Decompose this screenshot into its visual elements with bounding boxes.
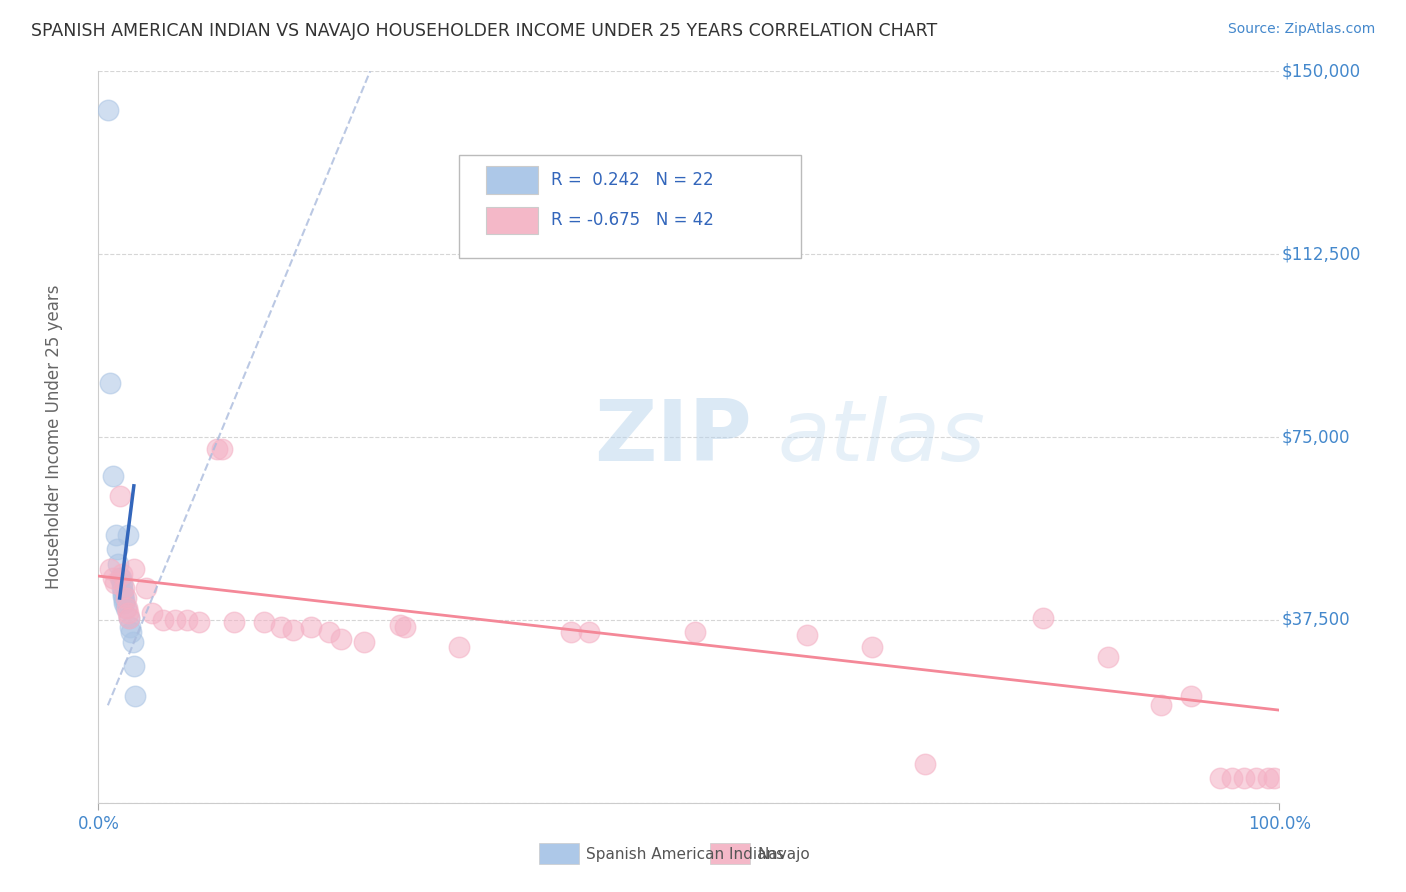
Point — [110, 572, 132, 586]
Text: ZIP: ZIP — [595, 395, 752, 479]
Point — [112, 589, 135, 603]
Point — [111, 576, 134, 591]
Point — [122, 659, 145, 673]
Point — [121, 625, 143, 640]
Point — [1233, 772, 1256, 786]
Point — [121, 635, 143, 649]
FancyBboxPatch shape — [458, 155, 801, 258]
Point — [388, 617, 411, 632]
Point — [211, 442, 233, 457]
Point — [1209, 772, 1232, 786]
Point — [1032, 610, 1054, 624]
Point — [135, 581, 157, 595]
Point — [1097, 649, 1119, 664]
Point — [115, 600, 138, 615]
Point — [105, 527, 128, 541]
Point — [560, 625, 582, 640]
Point — [1150, 698, 1173, 713]
Point — [1257, 772, 1279, 786]
Text: $112,500: $112,500 — [1282, 245, 1361, 263]
Point — [152, 613, 174, 627]
Point — [176, 613, 198, 627]
Point — [108, 489, 131, 503]
Point — [107, 557, 129, 571]
Point — [114, 600, 136, 615]
Text: $37,500: $37,500 — [1282, 611, 1350, 629]
Point — [122, 562, 145, 576]
Point — [1263, 772, 1285, 786]
Text: $150,000: $150,000 — [1282, 62, 1361, 80]
Point — [578, 625, 600, 640]
Point — [98, 562, 121, 576]
Text: R =  0.242   N = 22: R = 0.242 N = 22 — [551, 170, 713, 188]
Point — [101, 469, 124, 483]
Point — [112, 586, 135, 600]
Point — [860, 640, 883, 654]
Point — [299, 620, 322, 634]
Point — [111, 581, 134, 595]
Point — [187, 615, 209, 630]
Point — [114, 591, 136, 605]
Point — [141, 606, 163, 620]
Point — [205, 442, 228, 457]
Point — [105, 542, 128, 557]
FancyBboxPatch shape — [710, 843, 751, 864]
Point — [118, 610, 141, 624]
Point — [283, 623, 305, 637]
Point — [253, 615, 276, 630]
Point — [165, 613, 187, 627]
Point — [1180, 689, 1202, 703]
Text: R = -0.675   N = 42: R = -0.675 N = 42 — [551, 211, 714, 229]
Text: atlas: atlas — [778, 395, 986, 479]
Text: Householder Income Under 25 years: Householder Income Under 25 years — [45, 285, 62, 590]
Point — [112, 581, 135, 595]
Point — [101, 572, 124, 586]
Point — [104, 576, 127, 591]
Point — [111, 566, 134, 581]
Point — [112, 593, 135, 607]
Point — [796, 627, 818, 641]
Point — [124, 689, 146, 703]
Point — [117, 527, 139, 541]
Text: SPANISH AMERICAN INDIAN VS NAVAJO HOUSEHOLDER INCOME UNDER 25 YEARS CORRELATION : SPANISH AMERICAN INDIAN VS NAVAJO HOUSEH… — [31, 22, 938, 40]
Point — [120, 620, 142, 634]
Point — [108, 572, 131, 586]
Point — [118, 610, 141, 624]
Text: Source: ZipAtlas.com: Source: ZipAtlas.com — [1227, 22, 1375, 37]
Point — [97, 103, 120, 118]
Text: Navajo: Navajo — [758, 847, 810, 862]
Point — [1220, 772, 1243, 786]
FancyBboxPatch shape — [538, 843, 579, 864]
Point — [117, 606, 139, 620]
Point — [318, 625, 340, 640]
Point — [683, 625, 706, 640]
Point — [270, 620, 292, 634]
FancyBboxPatch shape — [486, 167, 537, 194]
Point — [353, 635, 375, 649]
Point — [394, 620, 416, 634]
Text: $75,000: $75,000 — [1282, 428, 1350, 446]
Point — [1244, 772, 1267, 786]
Point — [224, 615, 246, 630]
Point — [447, 640, 470, 654]
Point — [914, 756, 936, 771]
Point — [98, 376, 121, 391]
Text: Spanish American Indians: Spanish American Indians — [586, 847, 785, 862]
FancyBboxPatch shape — [486, 207, 537, 234]
Point — [329, 632, 352, 647]
Point — [112, 596, 135, 610]
